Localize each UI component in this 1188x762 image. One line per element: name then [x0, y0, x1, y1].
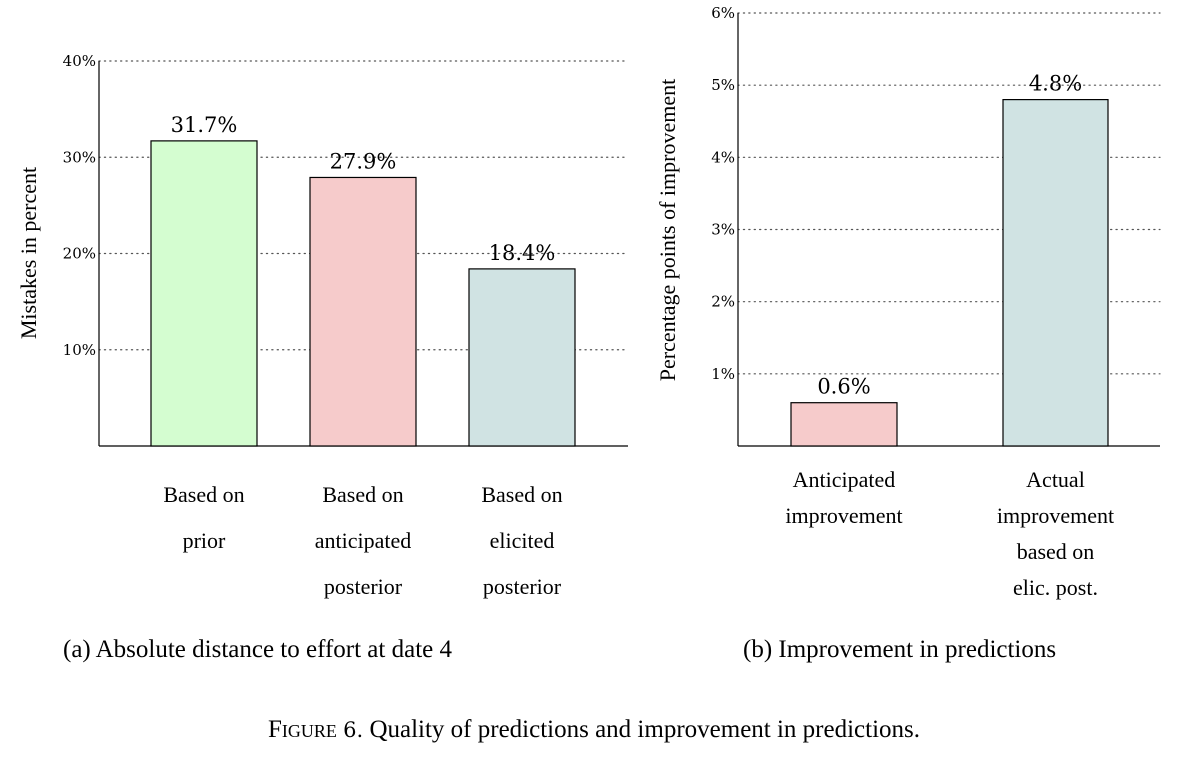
y-axis-title: Percentage points of improvement: [655, 79, 680, 381]
y-tick-label: 1%: [711, 365, 735, 383]
figure-caption-prefix: Figure: [267, 716, 337, 743]
chart-b: 1% 2% 3% 4% 5% 6% 0.6% Anticipated improvement 4.…: [655, 4, 1161, 663]
figure-caption-number: 6.: [343, 718, 364, 742]
category-label: improvement: [785, 503, 902, 528]
y-tick-label: 30%: [63, 148, 96, 166]
category-label: prior: [183, 528, 226, 553]
y-tick-label: 5%: [711, 76, 735, 94]
category-label: anticipated: [315, 528, 412, 553]
y-axis-title: Mistakes in percent: [16, 167, 41, 339]
y-tick-label: 2%: [711, 293, 735, 311]
category-label: based on: [1017, 539, 1095, 564]
subfigure-caption: (b) Improvement in predictions: [743, 636, 1056, 663]
chart-a: 10% 20% 30% 40% 31.7% Based on prior 27.9% Based…: [16, 52, 629, 663]
category-label: posterior: [324, 574, 403, 599]
category-label: Anticipated: [793, 467, 896, 492]
data-label: 27.9%: [330, 149, 397, 173]
y-tick-label: 3%: [711, 221, 735, 239]
y-tick-label: 6%: [711, 4, 735, 22]
bar: [309, 176, 417, 447]
category-label: Based on: [322, 482, 403, 507]
category-label: Based on: [163, 482, 244, 507]
bar: [468, 268, 576, 447]
category-label: improvement: [997, 503, 1114, 528]
category-label: Based on: [481, 482, 562, 507]
y-tick-label: 10%: [63, 341, 96, 359]
y-tick-label: 4%: [711, 148, 735, 166]
subfigure-caption: (a) Absolute distance to effort at date …: [63, 636, 452, 663]
figure-caption-text: Quality of predictions and improvement i…: [369, 716, 921, 743]
y-tick-label: 20%: [63, 245, 96, 263]
category-label: elic. post.: [1013, 575, 1098, 600]
data-label: 31.7%: [171, 113, 238, 137]
data-label: 4.8%: [1029, 72, 1082, 96]
category-label: Actual: [1026, 467, 1085, 492]
data-label: 18.4%: [489, 241, 556, 265]
category-label: posterior: [483, 574, 562, 599]
bar: [1002, 98, 1109, 447]
category-label: elicited: [490, 528, 555, 553]
bar: [790, 402, 898, 447]
data-label: 0.6%: [817, 375, 870, 399]
bar: [150, 140, 258, 447]
figure-caption: Figure 6. Quality of predictions and imp…: [0, 716, 1188, 744]
y-tick-label: 40%: [63, 52, 96, 70]
